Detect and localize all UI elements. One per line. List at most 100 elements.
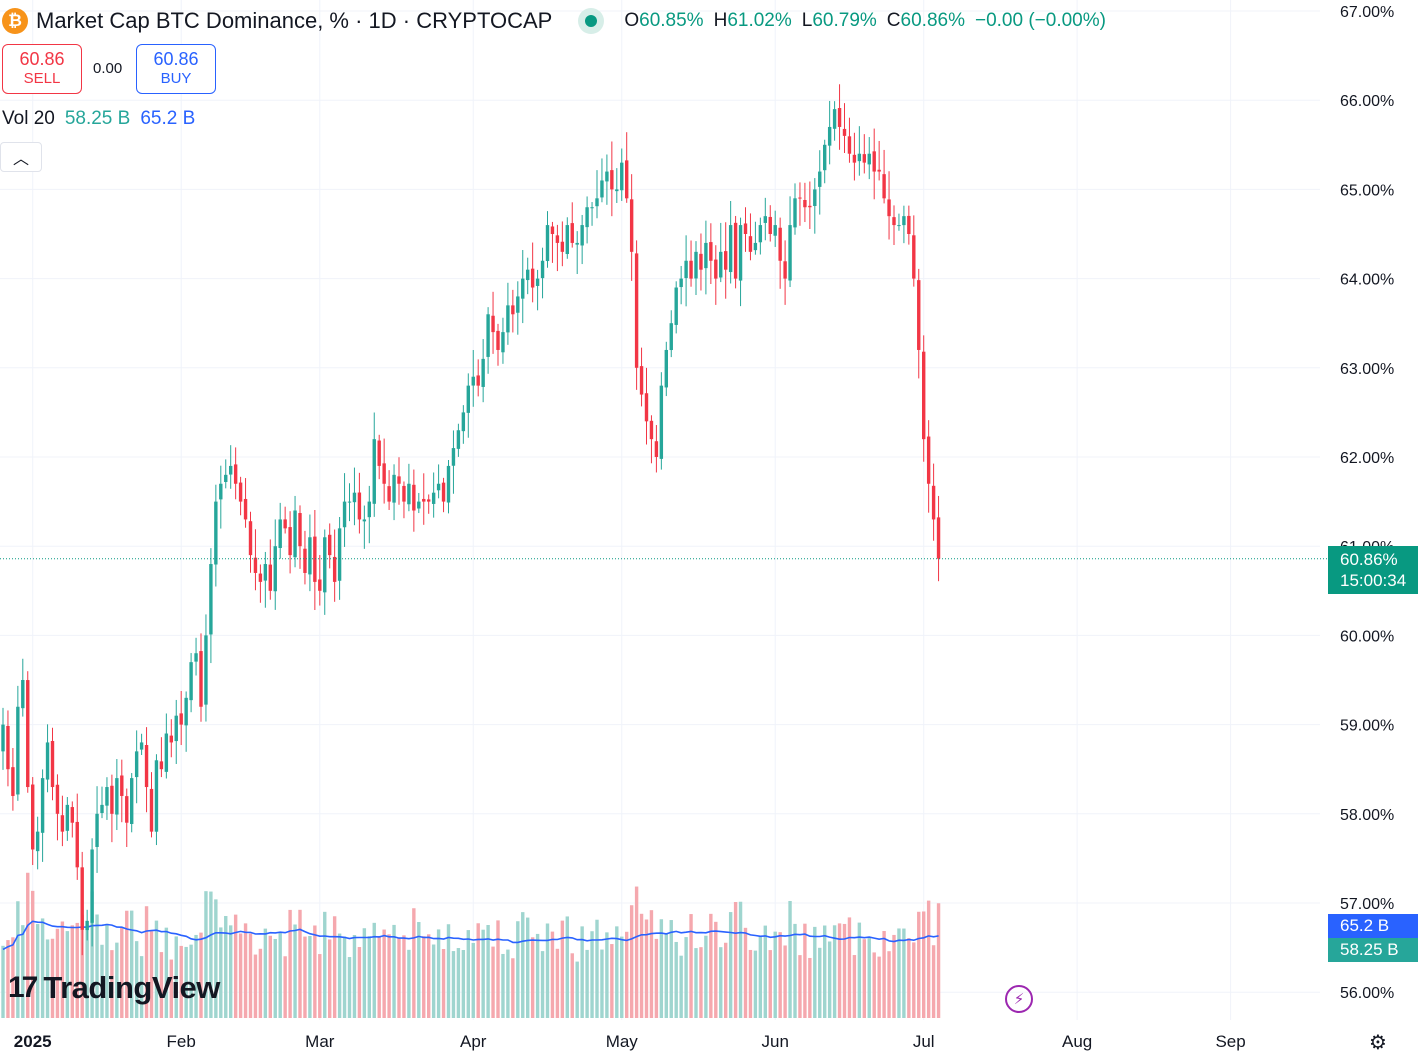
volume-legend[interactable]: Vol 20 58.25 B 65.2 B <box>2 108 195 130</box>
volume-bar <box>134 941 139 1018</box>
candle-body <box>149 788 154 832</box>
volume-bar <box>422 936 426 1018</box>
candle-body <box>233 464 238 484</box>
volume-bar <box>664 933 668 1018</box>
buy-button[interactable]: 60.86 BUY <box>136 44 216 94</box>
volume-bar <box>120 927 124 1018</box>
candle-body <box>659 385 664 459</box>
volume-bar <box>397 937 401 1018</box>
candle-body <box>134 751 139 778</box>
candle-body <box>605 171 609 182</box>
volume-legend-value: 58.25 B <box>64 108 131 129</box>
volume-bar <box>352 935 357 1018</box>
candle-body <box>575 242 579 245</box>
candle-body <box>664 349 668 388</box>
candle-body <box>892 217 896 226</box>
candle-body <box>397 476 401 484</box>
candle-body <box>669 323 673 351</box>
tradingview-logo[interactable]: 17 TradingView <box>8 970 220 1006</box>
volume-bar <box>174 936 178 1018</box>
volume-bar <box>85 925 89 1018</box>
candle-body <box>402 485 406 502</box>
sell-button[interactable]: 60.86 SELL <box>2 44 82 94</box>
volume-ma-line <box>2 920 939 951</box>
candle-body <box>75 821 79 868</box>
volume-bar <box>620 936 624 1018</box>
x-tick-label: May <box>606 1032 639 1051</box>
candle-body <box>367 501 371 518</box>
candle-body <box>516 296 520 313</box>
volume-bar <box>521 912 525 1018</box>
candle-body <box>585 207 589 228</box>
candle-body <box>714 259 718 279</box>
volume-bar <box>783 945 787 1018</box>
candle-body <box>194 653 198 662</box>
candle-body <box>219 483 223 500</box>
volume-bar <box>590 931 594 1018</box>
volume-bar <box>763 925 767 1018</box>
candle-body <box>412 484 416 511</box>
candle-body <box>857 153 862 162</box>
candle-body <box>778 227 782 261</box>
volume-bar <box>288 909 292 1018</box>
buy-label: BUY <box>160 70 192 87</box>
volume-bar <box>832 925 837 1018</box>
volume-bar <box>867 937 871 1018</box>
lightning-icon[interactable]: ⚡ <box>1005 985 1033 1013</box>
candle-body <box>842 128 847 136</box>
vertical-gridlines <box>32 0 1232 1020</box>
candle-body <box>595 198 599 207</box>
volume-bar <box>382 929 386 1018</box>
chevron-up-icon: ︿ <box>12 151 29 168</box>
candle-body <box>491 315 495 333</box>
volume-bar <box>45 939 50 1018</box>
volume-bar <box>877 956 881 1018</box>
candle-body <box>263 564 268 581</box>
bitcoin-icon: ₿ <box>2 8 28 34</box>
symbol-title[interactable]: Market Cap BTC Dominance, % · 1D · CRYPT… <box>36 8 553 33</box>
volume-bar <box>659 919 664 1018</box>
candle-body <box>887 199 891 217</box>
volume-bar <box>446 924 451 1018</box>
candle-body <box>229 465 233 475</box>
volume-bar <box>26 872 30 1018</box>
candle-body <box>689 260 693 279</box>
candle-body <box>733 222 738 279</box>
volume-bar <box>699 947 703 1018</box>
candle-body <box>882 174 886 199</box>
candle-body <box>45 742 50 780</box>
volume-bar <box>219 927 223 1018</box>
candle-body <box>441 482 446 502</box>
volume-ma-axis-label: 65.2 B <box>1328 914 1418 938</box>
volume-bar <box>506 949 510 1018</box>
candle-body <box>813 189 817 207</box>
volume-bar <box>159 952 164 1018</box>
volume-bar <box>263 928 268 1018</box>
volume-bar <box>724 942 728 1018</box>
settings-gear-icon[interactable]: ⚙ <box>1369 1031 1387 1054</box>
volume-bar <box>917 911 921 1018</box>
x-tick-label: Feb <box>167 1032 196 1051</box>
candle-body <box>362 519 367 522</box>
candle-body <box>521 278 525 299</box>
volume-bar <box>892 934 896 1018</box>
volume-bar <box>80 914 84 1018</box>
market-status-icon[interactable] <box>578 8 605 34</box>
candle-body <box>125 796 129 823</box>
candle-body <box>788 225 792 281</box>
candle-body <box>679 278 683 288</box>
volume-bar <box>303 936 307 1018</box>
candle-body <box>704 242 708 269</box>
volume-bar <box>813 926 817 1018</box>
candle-body <box>253 557 258 573</box>
spread-value: 0.00 <box>93 60 123 77</box>
candle-body <box>243 498 248 520</box>
volume-bar <box>308 936 312 1018</box>
volume-bar <box>714 921 718 1018</box>
collapse-legend-button[interactable]: ︿ <box>0 142 42 172</box>
volume-bar <box>476 923 480 1018</box>
candle-body <box>248 521 253 556</box>
volume-bar <box>743 927 748 1018</box>
volume-bar <box>758 935 763 1018</box>
